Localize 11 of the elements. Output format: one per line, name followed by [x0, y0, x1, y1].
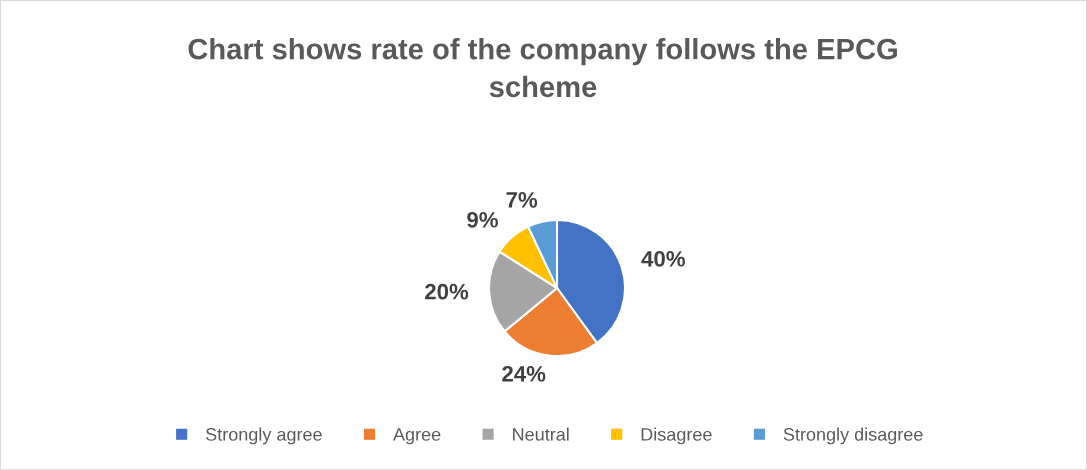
data-label: 40% [641, 250, 685, 267]
legend-label: Strongly disagree [783, 427, 923, 445]
data-label: 24% [502, 365, 546, 382]
legend-label: Neutral [513, 427, 569, 441]
legend-label: Disagree [641, 427, 712, 445]
data-label: 9% [467, 211, 498, 228]
legend-label: Agree [393, 428, 441, 445]
legend-label: Strongly agree [205, 427, 322, 445]
data-label: 7% [506, 192, 538, 208]
data-label: 20% [425, 283, 469, 300]
chart-title: Chart shows rate of the company follows the EPCG scheme [188, 38, 897, 98]
